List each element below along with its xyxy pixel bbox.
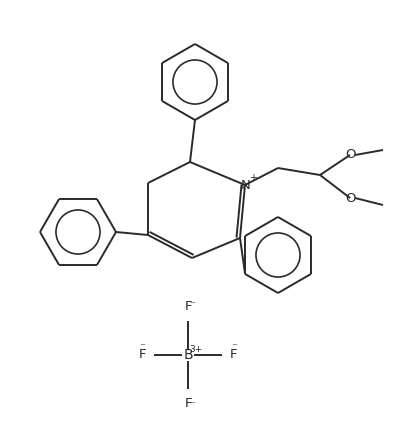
- Text: 3+: 3+: [189, 344, 202, 354]
- Text: O: O: [345, 149, 355, 162]
- Text: F: F: [184, 300, 192, 313]
- Text: F: F: [139, 349, 146, 362]
- Text: +: +: [249, 173, 257, 183]
- Text: ⁻: ⁻: [139, 342, 145, 352]
- Text: N: N: [241, 179, 251, 192]
- Text: ⁻: ⁻: [189, 400, 195, 410]
- Text: B: B: [183, 348, 193, 362]
- Text: O: O: [345, 192, 355, 205]
- Text: F: F: [230, 349, 237, 362]
- Text: ⁻: ⁻: [231, 342, 237, 352]
- Text: F: F: [184, 397, 192, 410]
- Text: ⁻: ⁻: [189, 300, 195, 310]
